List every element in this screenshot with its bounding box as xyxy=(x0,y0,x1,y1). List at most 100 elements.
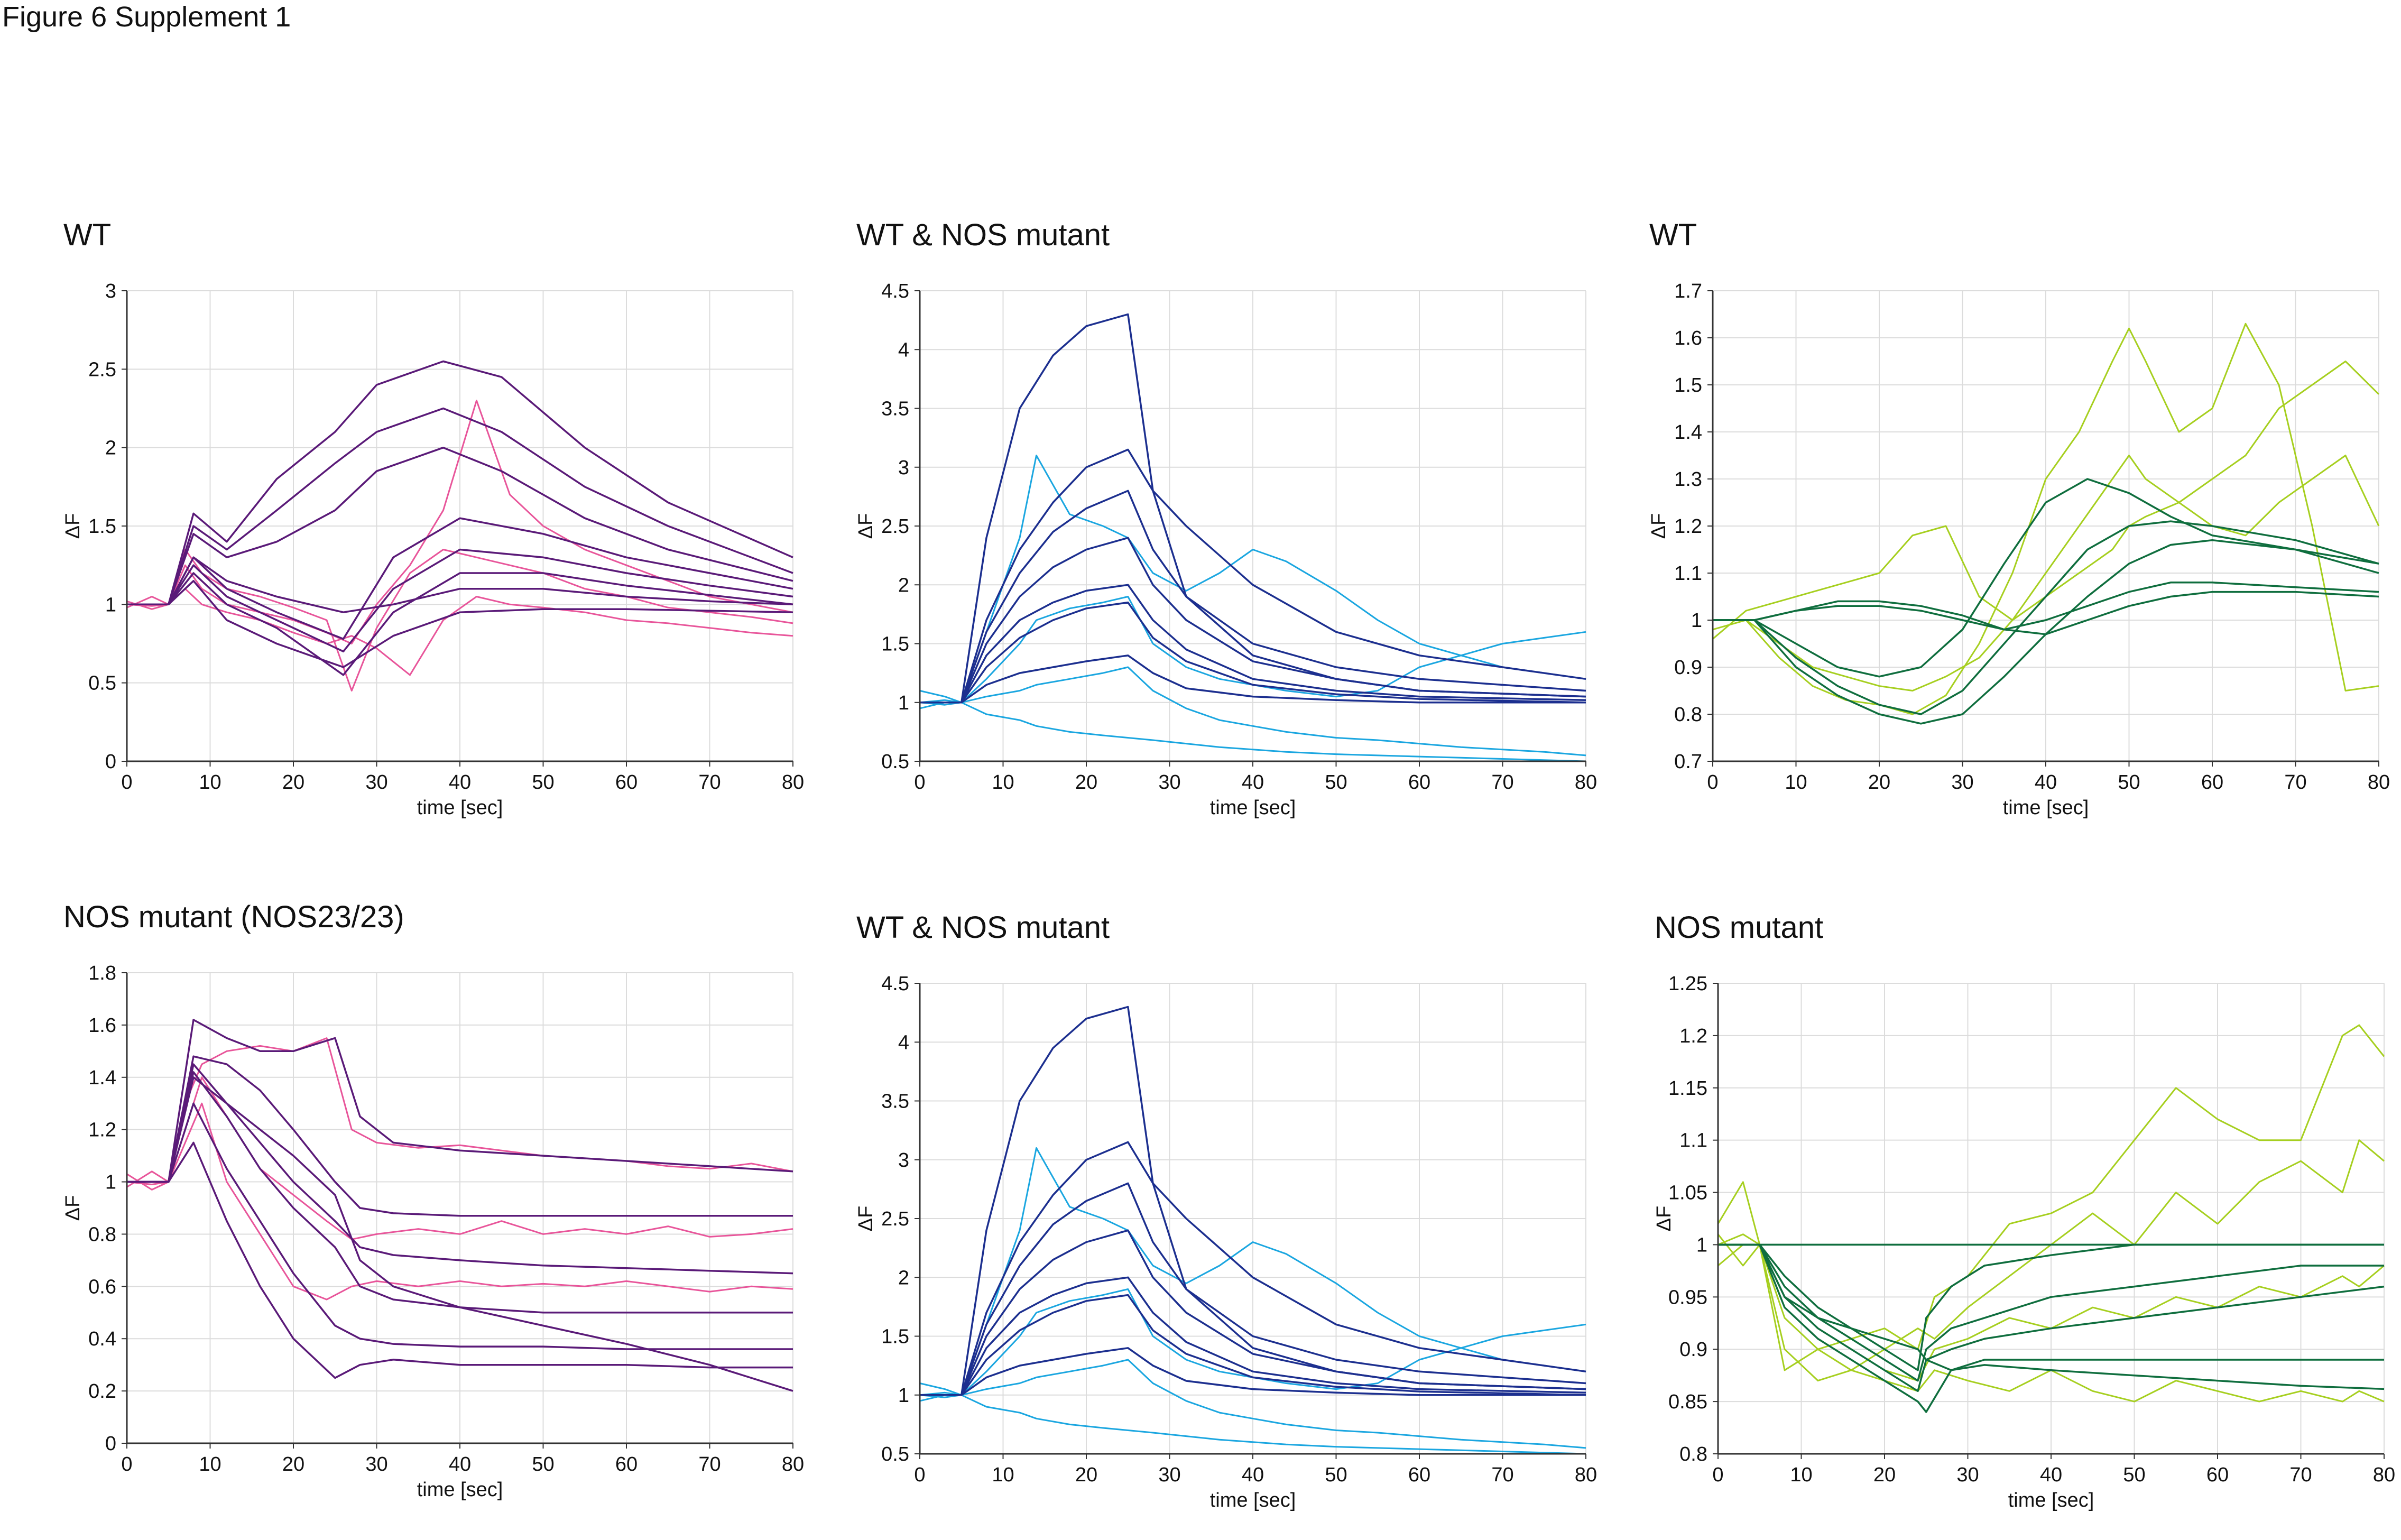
chart-plot: 0 10 20 30 40 50 60 70 80 0 0.5 1 1.5 2 2.5 3 time [sec]… xyxy=(62,280,804,819)
y-tick-label: 1.1 xyxy=(1674,562,1702,585)
series-line-fit xyxy=(127,1141,793,1379)
x-axis-label: time [sec] xyxy=(2008,1489,2094,1511)
x-tick-label: 60 xyxy=(2201,771,2223,794)
series-line-raw xyxy=(1712,322,2379,715)
x-tick-label: 40 xyxy=(2035,771,2057,794)
y-tick-label: 3 xyxy=(898,457,909,479)
x-tick-label: 0 xyxy=(1712,1464,1723,1486)
y-tick-label: 0.7 xyxy=(1674,751,1702,773)
series-line-fit xyxy=(127,572,793,676)
y-tick-label: 1.2 xyxy=(88,1119,116,1141)
y-tick-label: 1.6 xyxy=(1674,327,1702,349)
series-line-fit xyxy=(127,1063,793,1275)
y-tick-label: 2 xyxy=(105,437,116,459)
y-tick-label: 1 xyxy=(1691,610,1702,632)
y-tick-label: 1 xyxy=(105,594,116,616)
y-tick-label: 0.2 xyxy=(88,1380,116,1403)
x-axis-label: time [sec] xyxy=(1210,797,1296,819)
y-tick-label: 0.95 xyxy=(1668,1286,1707,1308)
series-line-fit xyxy=(920,1276,1586,1396)
series-line-raw xyxy=(126,400,793,644)
y-tick-label: 3 xyxy=(898,1149,909,1172)
series-line-raw xyxy=(919,666,1586,757)
y-axis-label: ΔF xyxy=(62,1195,84,1221)
series-line-raw xyxy=(919,1147,1586,1396)
series-line-raw xyxy=(919,455,1586,704)
y-axis-label: ΔF xyxy=(1653,1206,1675,1232)
x-tick-label: 70 xyxy=(1491,771,1513,794)
x-tick-label: 80 xyxy=(782,1453,804,1476)
y-tick-label: 1.6 xyxy=(88,1015,116,1037)
chart-panel-wt-nos-2: WT & NOS mutant 0 10 20 30 40 50 60 70 80 0.5 1 1.5… xyxy=(855,909,1644,1523)
chart-plot: 0 10 20 30 40 50 60 70 80 0.5 1 1.5 2 2.5 3 3.5 4 4.5 time… xyxy=(855,973,1597,1511)
x-tick-label: 60 xyxy=(615,771,638,794)
x-tick-label: 10 xyxy=(992,771,1014,794)
x-tick-label: 20 xyxy=(1868,771,1890,794)
series-line-fit xyxy=(1718,1243,2385,1390)
y-axis-label: ΔF xyxy=(62,513,84,539)
x-tick-label: 50 xyxy=(532,1453,554,1476)
x-tick-label: 50 xyxy=(1325,771,1347,794)
chart-title: NOS mutant xyxy=(1655,910,1824,945)
chart-panel-nos-mutant: NOS mutant 0 10 20 30 40 50 60 70 80 0.8 0.85 0.9 0.… xyxy=(1653,909,2401,1523)
x-tick-label: 80 xyxy=(782,771,804,794)
chart-title: WT & NOS mutant xyxy=(856,910,1110,945)
series-line-fit xyxy=(920,1347,1586,1396)
y-tick-label: 1.4 xyxy=(88,1067,116,1089)
chart-title: WT & NOS mutant xyxy=(856,218,1110,252)
y-tick-label: 1 xyxy=(898,692,909,714)
x-tick-label: 30 xyxy=(1158,771,1180,794)
x-tick-label: 70 xyxy=(698,771,721,794)
series-line-raw xyxy=(1717,1024,2385,1350)
series-line-raw xyxy=(126,1102,793,1301)
x-tick-label: 30 xyxy=(1956,1464,1979,1486)
x-tick-label: 50 xyxy=(532,771,554,794)
figure-title: Figure 6 Supplement 1 xyxy=(2,1,291,33)
x-tick-label: 60 xyxy=(615,1453,638,1476)
chart-plot: 0 10 20 30 40 50 60 70 80 0.8 0.85 0.9 0.95 1 1.05 1.1 1… xyxy=(1653,973,2395,1511)
series-line-fit xyxy=(920,584,1586,704)
series-line-fit xyxy=(127,1076,793,1392)
series-line-raw xyxy=(1717,1139,2385,1371)
x-tick-label: 0 xyxy=(914,771,925,794)
x-tick-label: 40 xyxy=(1242,771,1264,794)
y-tick-label: 1.05 xyxy=(1668,1182,1707,1204)
y-tick-label: 1.5 xyxy=(1674,374,1702,396)
y-tick-label: 4 xyxy=(898,1031,909,1054)
x-tick-label: 80 xyxy=(2373,1464,2395,1486)
series-line-fit xyxy=(920,601,1586,704)
series-line-raw xyxy=(126,549,793,691)
chart-plot: 0 10 20 30 40 50 60 70 80 0.7 0.8 0.9 1 1.1 1.2 1.3 1.4 1… xyxy=(1648,280,2390,819)
x-tick-label: 70 xyxy=(2284,771,2306,794)
series-line-raw xyxy=(1717,1233,2385,1403)
x-tick-label: 20 xyxy=(282,1453,304,1476)
y-tick-label: 1.3 xyxy=(1674,468,1702,491)
x-tick-label: 60 xyxy=(1408,1464,1430,1486)
x-tick-label: 40 xyxy=(449,1453,471,1476)
y-tick-label: 1.5 xyxy=(88,515,116,538)
series-line-fit xyxy=(1718,1243,2384,1382)
y-tick-label: 0.6 xyxy=(88,1276,116,1298)
x-tick-label: 60 xyxy=(2206,1464,2229,1486)
y-axis-label: ΔF xyxy=(855,513,877,539)
series-line-raw xyxy=(919,1391,1586,1455)
y-tick-label: 1.2 xyxy=(1679,1025,1707,1047)
x-tick-label: 50 xyxy=(2118,771,2140,794)
x-tick-label: 50 xyxy=(2123,1464,2145,1486)
series-line-raw xyxy=(919,1359,1586,1449)
x-tick-label: 10 xyxy=(992,1464,1014,1486)
x-tick-label: 10 xyxy=(1785,771,1807,794)
series-line-fit xyxy=(1713,539,2379,725)
chart-title: WT xyxy=(1649,218,1697,252)
y-tick-label: 1.5 xyxy=(881,633,909,656)
y-tick-label: 1.1 xyxy=(1679,1130,1707,1152)
y-tick-label: 0.5 xyxy=(881,1443,909,1465)
series-line-fit xyxy=(127,446,793,606)
series-line-fit xyxy=(920,1182,1586,1396)
y-tick-label: 1.7 xyxy=(1674,280,1702,302)
y-tick-label: 0.4 xyxy=(88,1328,116,1350)
chart-plot: 0 10 20 30 40 50 60 70 80 0 0.2 0.4 0.6 0.8 1 1.2 1.4 1.6… xyxy=(62,962,804,1501)
chart-panel-wt-nos-1: WT & NOS mutant 0 10 20 30 40 50 60 70 80 0.5 1 1.5… xyxy=(855,217,1644,830)
series-line-fit xyxy=(920,1229,1586,1396)
x-tick-label: 0 xyxy=(121,771,132,794)
